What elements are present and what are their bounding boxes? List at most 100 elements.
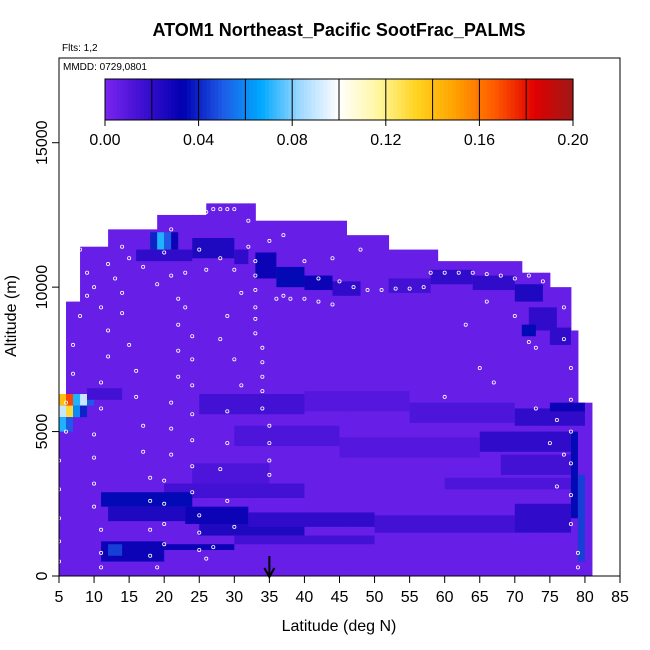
sample-point [512, 276, 517, 281]
sample-point [253, 316, 258, 321]
sample-point [225, 441, 230, 446]
colorbar-swatch [120, 79, 126, 120]
background-cell [248, 203, 256, 577]
sample-point [92, 432, 97, 437]
colorbar-swatch [456, 79, 461, 120]
sample-point [169, 227, 174, 232]
sample-point [141, 264, 146, 269]
heatmap-cell [339, 437, 480, 458]
colorbar-swatch [237, 79, 243, 120]
sample-point [561, 305, 566, 310]
sample-point [484, 272, 489, 277]
sample-point [253, 273, 258, 278]
heatmap-cell [150, 232, 158, 250]
heatmap-cell [192, 238, 235, 259]
sample-point [561, 452, 566, 457]
x-tick-label: 50 [366, 589, 384, 606]
colorbar-frame [104, 78, 574, 121]
sample-point [575, 565, 580, 570]
colorbar-swatch [432, 79, 438, 120]
sample-point [78, 247, 83, 252]
sample-point [85, 270, 90, 275]
sample-point [253, 288, 258, 293]
colorbar-tick-label: 0.12 [370, 132, 401, 149]
heatmap-cell [549, 402, 585, 412]
heatmap-cell [157, 232, 165, 250]
sample-point [260, 360, 265, 365]
heatmap-cell [549, 327, 571, 345]
colorbar-swatch [522, 79, 527, 120]
sample-point [99, 565, 104, 570]
sample-point [428, 270, 433, 275]
heatmap-cell [500, 454, 571, 475]
sample-point [267, 472, 272, 477]
colorbar-swatch [374, 79, 379, 120]
sample-point [526, 340, 531, 345]
sample-point [99, 527, 104, 532]
sample-point [498, 273, 503, 278]
sample-point [260, 389, 265, 394]
sample-point [533, 345, 538, 350]
colorbar-swatch [319, 79, 324, 120]
date-label: MMDD: 0729,0801 [63, 62, 147, 73]
background-cell [80, 246, 102, 576]
x-tick-label: 30 [225, 589, 243, 606]
sample-point [134, 394, 139, 399]
sample-point [302, 259, 307, 264]
colorbar-swatch [381, 79, 387, 120]
colorbar-swatch [292, 79, 297, 120]
colorbar-swatch [448, 79, 453, 120]
colorbar-swatch [417, 79, 422, 120]
heatmap-cell [255, 252, 277, 279]
colorbar-swatch [190, 79, 196, 120]
colorbar-swatch [514, 79, 519, 120]
colorbar-swatch [112, 79, 118, 120]
colorbar-swatch [116, 79, 122, 120]
sample-point [183, 305, 188, 310]
colorbar-swatch [206, 79, 211, 120]
heatmap-cell [164, 483, 305, 499]
colorbar-swatch [155, 79, 161, 120]
colorbar-swatch [249, 79, 254, 120]
sample-point [260, 406, 265, 411]
sample-point [253, 305, 258, 310]
colorbar-swatch [557, 79, 562, 120]
x-tick-label: 35 [260, 589, 278, 606]
sample-point [190, 357, 195, 362]
heatmap-cell [66, 405, 74, 418]
colorbar-swatch [428, 79, 434, 120]
y-tick-label: 15000 [34, 120, 51, 165]
sample-point [197, 548, 202, 553]
colorbar-swatch [475, 79, 480, 120]
heatmap-cell [479, 431, 571, 452]
sample-point [169, 452, 174, 457]
sample-point [316, 299, 321, 304]
sample-point [190, 464, 195, 469]
sample-point [526, 273, 531, 278]
heatmap-cell [59, 394, 67, 406]
sample-point [169, 400, 174, 405]
sample-point [267, 441, 272, 446]
colorbar-swatch [225, 79, 231, 120]
sample-point [197, 530, 202, 535]
x-tick-label: 20 [155, 589, 173, 606]
heatmap-cell [164, 544, 235, 551]
heatmap-cell [87, 388, 123, 400]
heatmap-cell [192, 463, 270, 484]
x-tick-label: 15 [120, 589, 138, 606]
sample-point [540, 279, 545, 284]
heatmap-cell [521, 324, 536, 337]
heatmap-cell [80, 405, 88, 418]
x-tick-label: 10 [85, 589, 103, 606]
sample-point [162, 250, 167, 255]
x-tick-label: 60 [436, 589, 454, 606]
sample-point [204, 267, 209, 272]
x-tick-label: 85 [611, 589, 629, 606]
colorbar-swatch [311, 79, 317, 120]
colorbar-swatch [198, 79, 204, 120]
colorbar-swatch [214, 79, 219, 120]
x-tick-label: 70 [506, 589, 524, 606]
sample-point [232, 207, 237, 212]
colorbar-swatch [370, 79, 375, 120]
